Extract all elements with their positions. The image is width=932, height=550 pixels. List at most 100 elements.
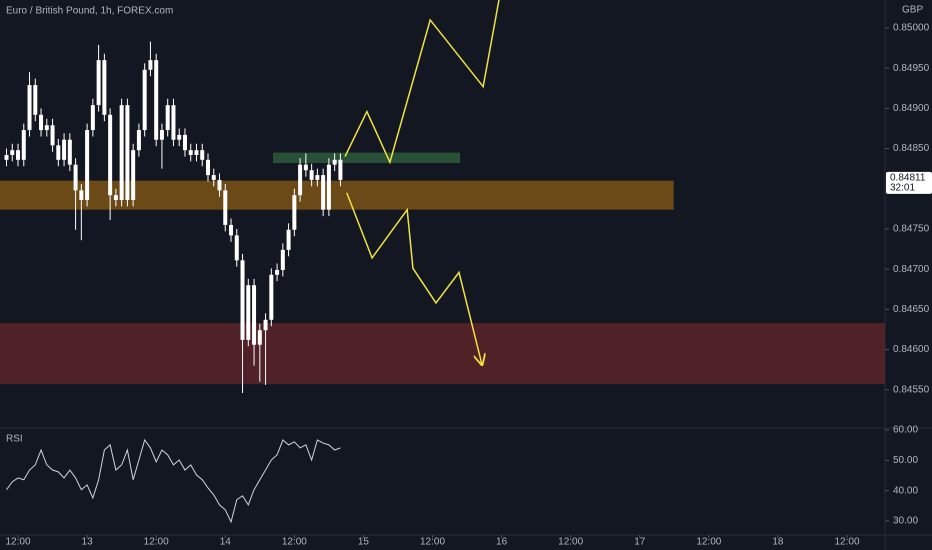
rsi-line [6, 438, 341, 524]
candle-body [315, 175, 320, 180]
last-price-label: 0.84811 [890, 173, 926, 184]
candle-body [85, 130, 90, 201]
candle-body [275, 269, 280, 275]
candle-body [148, 60, 153, 70]
pane-title: RSI [6, 434, 23, 445]
last-price-box [886, 171, 932, 194]
candle-body [44, 125, 49, 131]
candle-body [229, 224, 234, 236]
candle-body [10, 150, 15, 155]
currency-label: GBP [902, 5, 923, 16]
y-tick-label: 0.85000 [893, 23, 930, 34]
candle-body [200, 150, 205, 160]
candle-body [119, 105, 124, 201]
candle-body [280, 249, 285, 270]
y-tick-label: 30.00 [893, 516, 918, 527]
candle-body [292, 195, 297, 230]
candle-body [136, 130, 141, 151]
candle-body [142, 69, 147, 131]
y-tick-label: 60.00 [893, 425, 918, 436]
candle-body [62, 139, 67, 160]
candle-body [131, 150, 136, 201]
x-tick-label: 12:00 [558, 537, 583, 548]
drawing [346, 192, 482, 365]
candle-body [188, 150, 193, 155]
y-tick-label: 0.84950 [893, 63, 930, 74]
candle-body [154, 60, 159, 140]
candle-body [159, 130, 164, 140]
x-tick-label: 16 [496, 537, 508, 548]
candle-body [171, 105, 176, 140]
candle-body [16, 150, 21, 160]
x-tick-label: 18 [772, 537, 784, 548]
y-tick-label: 50.00 [893, 455, 918, 466]
candle-body [240, 260, 245, 340]
x-tick-label: 14 [220, 537, 232, 548]
candle-body [50, 125, 55, 146]
x-tick-label: 15 [358, 537, 370, 548]
x-tick-label: 17 [634, 537, 646, 548]
pane [0, 0, 885, 393]
y-tick-label: 0.84650 [893, 304, 930, 315]
candle-body [263, 319, 268, 331]
y-tick-label: 0.84900 [893, 103, 930, 114]
countdown-label: 32:01 [890, 183, 915, 194]
candle-body [125, 105, 130, 201]
candle-body [286, 229, 291, 250]
zone [0, 180, 674, 210]
candle-body [39, 114, 44, 131]
candle-body [246, 285, 251, 340]
x-tick-label: 12:00 [144, 537, 169, 548]
zone [0, 323, 885, 385]
y-tick-label: 40.00 [893, 485, 918, 496]
candle-body [194, 150, 199, 155]
candle-body [321, 175, 326, 210]
candle-body [303, 164, 308, 171]
x-tick-label: 12:00 [834, 537, 859, 548]
candle-body [27, 85, 32, 131]
candle-body [33, 85, 38, 115]
y-tick-label: 0.84600 [893, 344, 930, 355]
candle-body [102, 60, 107, 115]
candle-body [332, 159, 337, 165]
candle-body [73, 164, 78, 191]
y-tick-label: 0.84550 [893, 384, 930, 395]
candle-body [182, 134, 187, 151]
candle-body [4, 154, 9, 160]
candle-body [257, 330, 262, 345]
candle-body [269, 274, 274, 320]
x-tick-label: 13 [82, 537, 94, 548]
candle-body [79, 190, 84, 201]
candle-body [96, 60, 101, 106]
candle-body [326, 164, 331, 210]
candle-body [108, 114, 113, 196]
x-tick-label: 12:00 [420, 537, 445, 548]
candle-body [165, 105, 170, 131]
y-tick-label: 0.84700 [893, 264, 930, 275]
candle-body [21, 130, 26, 160]
drawing [344, 0, 500, 165]
candle-body [217, 179, 222, 191]
candle-body [205, 159, 210, 176]
candle-body [309, 170, 314, 180]
pane-title: Euro / British Pound, 1h, FOREX.com [6, 6, 173, 17]
candle-body [67, 139, 72, 165]
candle-body [211, 175, 216, 180]
x-tick-label: 12:00 [282, 537, 307, 548]
candle-body [56, 145, 61, 160]
candle-body [338, 159, 343, 180]
candle-body [234, 235, 239, 261]
candle-body [113, 195, 118, 201]
x-tick-label: 12:00 [6, 537, 31, 548]
pane [6, 438, 341, 524]
candle-body [252, 285, 257, 345]
candle-body [177, 134, 182, 140]
y-tick-label: 0.84750 [893, 224, 930, 235]
candle-body [223, 190, 228, 225]
y-tick-label: 0.84850 [893, 143, 930, 154]
candle-body [90, 105, 95, 131]
x-tick-label: 12:00 [696, 537, 721, 548]
